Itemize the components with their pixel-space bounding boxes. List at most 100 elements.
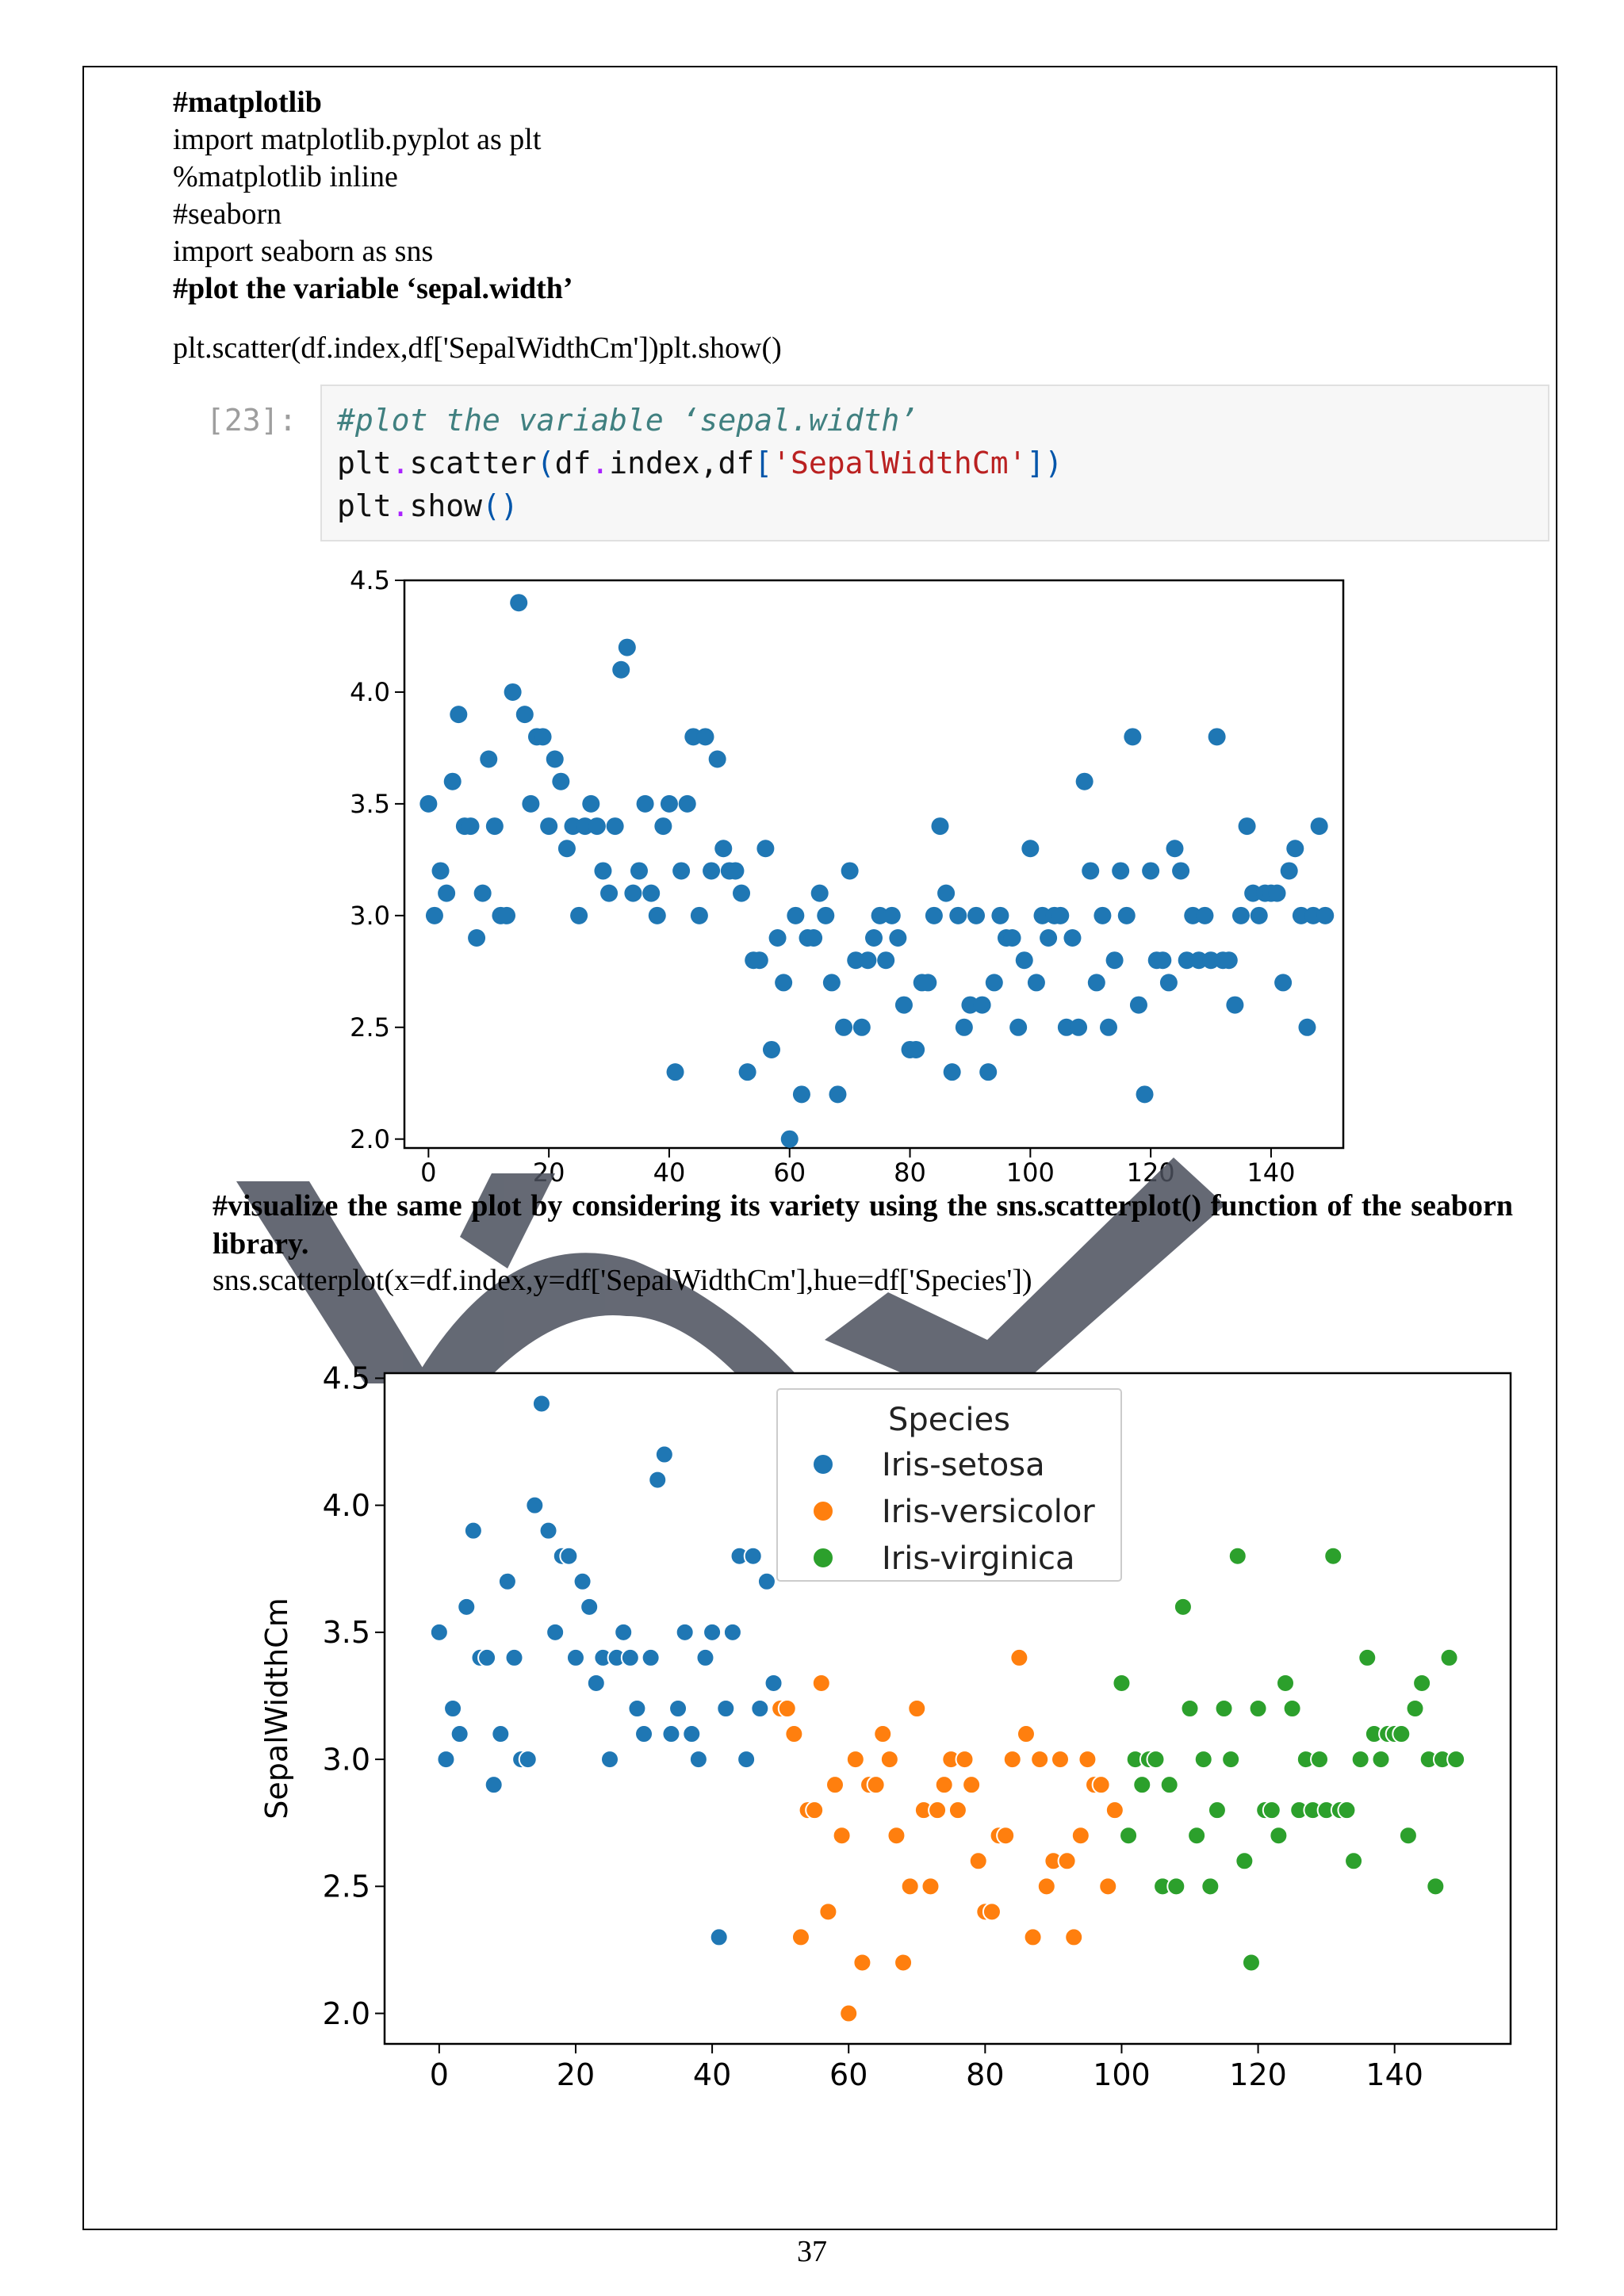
data-point	[1166, 1877, 1186, 1896]
data-point	[1274, 974, 1293, 992]
data-point	[835, 1018, 853, 1036]
data-point	[1159, 1775, 1179, 1795]
data-point	[1350, 1750, 1370, 1770]
data-point	[1248, 1699, 1268, 1718]
legend-box	[776, 1388, 1122, 1582]
watermark-stroke	[236, 1181, 432, 1383]
data-point	[546, 750, 564, 768]
data-point	[1129, 996, 1147, 1014]
plot-heading: #plot the variable ‘sepal.width’	[173, 272, 573, 305]
data-point	[1269, 1826, 1289, 1846]
x-tick-label: 80	[966, 2057, 1004, 2092]
data-point	[1214, 1699, 1234, 1718]
data-point	[443, 1699, 463, 1718]
data-point	[1057, 1018, 1075, 1036]
data-point	[654, 817, 672, 836]
data-point	[515, 706, 534, 724]
data-point	[636, 794, 654, 813]
data-point	[504, 1647, 524, 1667]
data-point	[825, 1775, 845, 1795]
data-point	[845, 1750, 865, 1770]
data-point	[624, 884, 642, 902]
data-point	[714, 840, 733, 858]
data-point	[1136, 1085, 1154, 1104]
data-point	[627, 1699, 647, 1718]
data-point	[1166, 840, 1184, 858]
data-point	[580, 1597, 599, 1617]
x-tick-label: 100	[1093, 2057, 1151, 2092]
data-point	[498, 906, 516, 924]
data-point	[1446, 1750, 1466, 1770]
data-point	[865, 929, 883, 947]
data-point	[1172, 862, 1190, 880]
data-point	[1015, 951, 1033, 970]
data-point	[1002, 1750, 1022, 1770]
plot-area	[403, 579, 1345, 1150]
data-point	[948, 1800, 967, 1820]
data-point	[546, 1622, 565, 1642]
data-point	[791, 1927, 810, 1947]
data-point	[1207, 1800, 1227, 1820]
data-point	[666, 1063, 684, 1081]
data-point	[894, 1953, 914, 1973]
data-point	[1117, 906, 1136, 924]
data-point	[641, 1647, 661, 1667]
data-point	[775, 974, 793, 992]
code-cell[interactable]	[320, 385, 1549, 541]
data-point	[1226, 996, 1244, 1014]
data-point	[703, 862, 721, 880]
tok: .	[391, 488, 410, 523]
data-point	[1094, 906, 1112, 924]
data-point	[784, 1724, 804, 1744]
watermark-stroke	[412, 1253, 801, 1383]
data-point	[1250, 906, 1268, 924]
data-point	[1398, 1826, 1418, 1846]
data-point	[1178, 951, 1196, 970]
data-point	[822, 974, 841, 992]
data-point	[1057, 1851, 1077, 1871]
x-tick-label: 80	[894, 1158, 926, 1188]
data-point	[937, 884, 956, 902]
data-point	[887, 1826, 906, 1846]
data-point	[1221, 1750, 1241, 1770]
data-point	[1154, 951, 1172, 970]
data-point	[612, 660, 630, 679]
tok: .	[591, 446, 610, 480]
data-point	[1027, 974, 1045, 992]
data-point	[1298, 1018, 1316, 1036]
page-number: 37	[797, 2235, 827, 2268]
data-point	[576, 817, 594, 836]
seaborn-comment-line: #seaborn	[173, 197, 282, 231]
data-point	[962, 1775, 982, 1795]
data-point	[907, 1699, 927, 1718]
data-point	[1075, 772, 1094, 790]
data-point	[480, 750, 498, 768]
data-point	[733, 884, 751, 902]
data-point	[540, 817, 558, 836]
data-point	[688, 1750, 708, 1770]
data-point	[1262, 1800, 1281, 1820]
tok: ])	[1026, 446, 1063, 480]
data-point	[982, 1902, 1002, 1922]
y-tick-label: 3.0	[323, 1742, 370, 1777]
data-point	[552, 772, 570, 790]
data-point	[1112, 862, 1130, 880]
y-tick-label: 2.5	[350, 1012, 390, 1043]
data-point	[1146, 1750, 1166, 1770]
data-point	[425, 906, 443, 924]
data-point	[894, 996, 913, 1014]
data-point	[1193, 1750, 1213, 1770]
tok: 'SepalWidthCm'	[772, 446, 1027, 480]
data-point	[618, 638, 636, 656]
data-point	[1220, 951, 1238, 970]
data-point	[522, 794, 540, 813]
data-point	[934, 1775, 954, 1795]
code-line-2: plt.scatter(df.index,df['SepalWidthCm'])	[337, 442, 1063, 484]
data-point	[1030, 1750, 1050, 1770]
scatter-chart-2: 0 20 40 60 80 100 120 140 2.0 2.5 3.0 3.5 4.0 4.5 Sepa…	[259, 1361, 1512, 2092]
data-point	[1173, 1597, 1193, 1617]
data-point	[1189, 951, 1208, 970]
cell-prompt: [23]:	[206, 403, 297, 438]
data-point	[949, 906, 967, 924]
data-point	[900, 1877, 920, 1896]
